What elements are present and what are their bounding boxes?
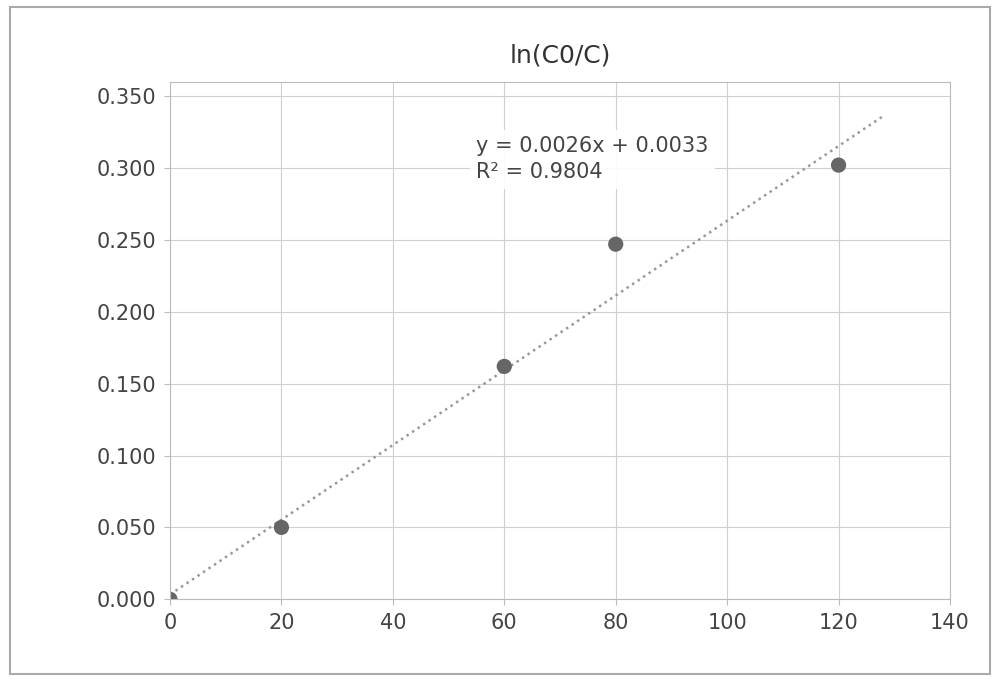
Title: ln(C0/C): ln(C0/C) [509,44,611,67]
Point [831,159,847,170]
Point [608,239,624,250]
Point [496,361,512,372]
Point [273,522,289,533]
Point [162,594,178,605]
Text: y = 0.0026x + 0.0033
R² = 0.9804: y = 0.0026x + 0.0033 R² = 0.9804 [476,136,709,183]
